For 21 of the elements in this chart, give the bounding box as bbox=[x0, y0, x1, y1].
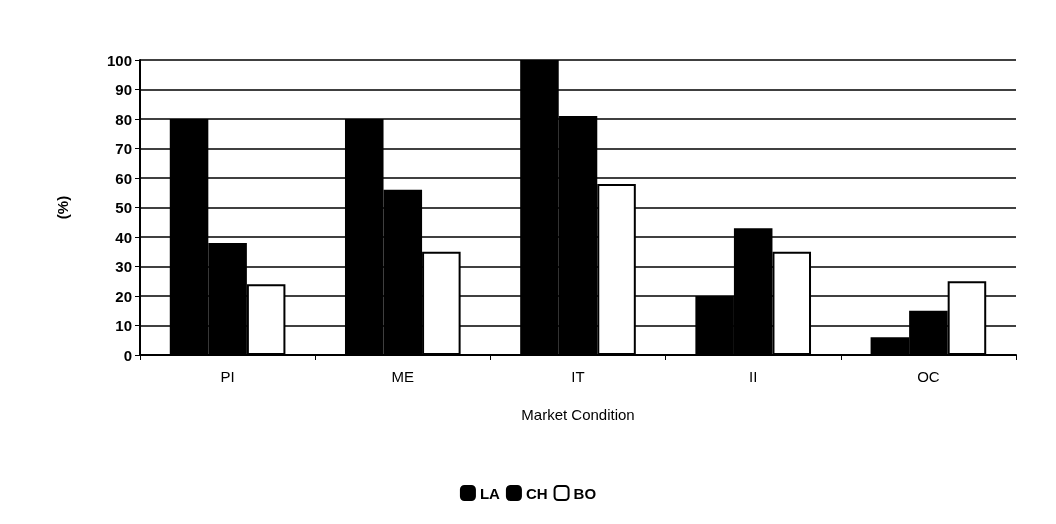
y-tick-label: 0 bbox=[123, 346, 132, 364]
x-tick-label: II bbox=[749, 368, 758, 385]
x-tick-label: PI bbox=[220, 368, 235, 385]
y-tick-label: 40 bbox=[115, 228, 132, 246]
x-tick-label: OC bbox=[917, 368, 940, 385]
y-tick-label: 80 bbox=[115, 110, 132, 128]
y-tick-label: 100 bbox=[106, 51, 132, 69]
legend-label: CH bbox=[525, 484, 548, 502]
y-tick-label: 90 bbox=[115, 81, 132, 98]
y-tick-label: 60 bbox=[115, 169, 132, 187]
y-tick-label: 70 bbox=[115, 140, 132, 157]
legend-label: BO bbox=[573, 484, 597, 502]
y-tick-label: 50 bbox=[115, 199, 132, 216]
legend-label: LA bbox=[479, 484, 501, 502]
y-tick-label: 20 bbox=[115, 287, 132, 305]
y-tick-label: 30 bbox=[115, 258, 132, 275]
x-tick-label: IT bbox=[571, 368, 585, 385]
y-axis-title: (%) bbox=[54, 195, 71, 220]
x-axis-title: Market Condition bbox=[521, 406, 635, 423]
x-tick-label: ME bbox=[391, 368, 415, 385]
y-tick-label: 10 bbox=[115, 317, 132, 334]
